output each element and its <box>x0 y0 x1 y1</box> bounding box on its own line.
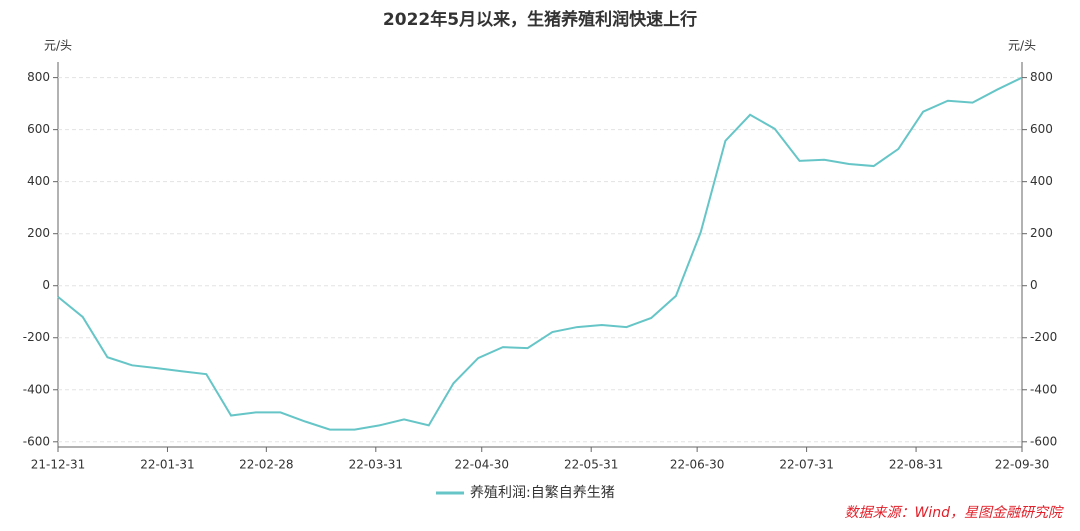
y2-tick-label: 0 <box>1030 278 1038 292</box>
source-note: 数据来源：Wind，星图金融研究院 <box>845 505 1064 521</box>
x-tick-label: 22-01-31 <box>140 458 194 472</box>
y2-tick-label: -400 <box>1030 382 1057 396</box>
y2-tick-label: -600 <box>1030 434 1057 448</box>
x-tick-label: 22-08-31 <box>889 458 943 472</box>
x-tick-label: 21-12-31 <box>31 458 85 472</box>
y-tick-label: -200 <box>23 330 50 344</box>
y-tick-label: 200 <box>27 226 50 240</box>
chart-title: 2022年5月以来，生猪养殖利润快速上行 <box>383 9 697 30</box>
x-tick-label: 22-09-30 <box>995 458 1049 472</box>
line-series <box>57 76 1023 431</box>
x-tick-label: 22-03-31 <box>349 458 403 472</box>
y-tick-label: 600 <box>27 122 50 136</box>
y2-tick-label: 200 <box>1030 226 1053 240</box>
y-tick-label: -600 <box>23 434 50 448</box>
y2-tick-label: 800 <box>1030 70 1053 84</box>
y2-tick-label: 600 <box>1030 122 1053 136</box>
y-tick-label: 400 <box>27 174 50 188</box>
x-tick-label: 22-05-31 <box>564 458 618 472</box>
y2-tick-label: 400 <box>1030 174 1053 188</box>
legend-label: 养殖利润:自繁自养生猪 <box>470 484 615 501</box>
x-tick-label: 22-07-31 <box>779 458 833 472</box>
y2-tick-label: -200 <box>1030 330 1057 344</box>
x-tick-label: 22-06-30 <box>670 458 724 472</box>
y-tick-label: -400 <box>23 382 50 396</box>
y2-axis-label: 元/头 <box>1008 39 1036 53</box>
y-tick-label: 0 <box>42 278 50 292</box>
y-axis-label: 元/头 <box>44 39 72 53</box>
x-tick-label: 22-04-30 <box>455 458 509 472</box>
y-tick-label: 800 <box>27 70 50 84</box>
x-tick-label: 22-02-28 <box>239 458 293 472</box>
